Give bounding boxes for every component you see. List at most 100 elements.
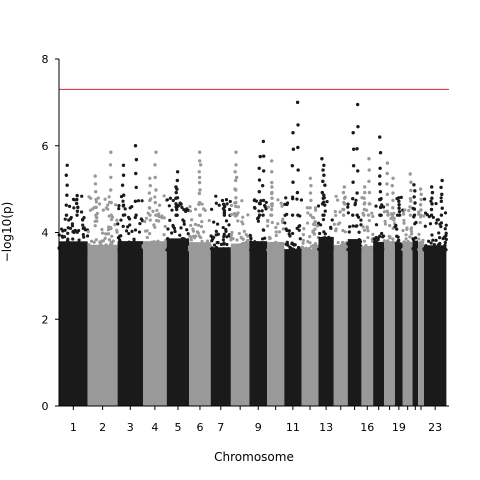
chromosome-19-band: [394, 242, 403, 406]
snp-point: [87, 247, 91, 251]
snp-point: [354, 198, 358, 202]
snp-point: [137, 247, 141, 251]
snp-point: [191, 229, 195, 233]
snp-point: [105, 232, 109, 236]
snp-point: [276, 248, 280, 252]
peak-snp-point: [341, 213, 346, 217]
snp-point: [330, 218, 334, 222]
snp-point: [311, 230, 315, 234]
peak-snp-point: [291, 196, 295, 201]
snp-point: [107, 238, 112, 242]
snp-point: [258, 244, 262, 248]
snp-point: [73, 241, 77, 245]
snp-point: [299, 198, 304, 202]
peak-snp-point: [121, 193, 126, 197]
chromosome-14-points: [332, 194, 349, 406]
snp-point: [280, 204, 284, 208]
snp-point: [346, 202, 350, 206]
snp-point: [235, 238, 239, 242]
chromosome-16-points: [360, 196, 375, 406]
snp-point: [66, 240, 70, 244]
snp-point: [430, 233, 434, 237]
chromosome-11-points: [283, 195, 304, 406]
peak-snp-point: [121, 173, 126, 177]
snp-point: [168, 218, 172, 222]
snp-point: [145, 235, 149, 240]
snp-point: [437, 231, 441, 235]
peak-snp-point: [320, 190, 324, 195]
peak-snp-point: [291, 131, 295, 135]
snp-point: [106, 228, 111, 232]
x-tick-label: 13: [319, 421, 333, 434]
peak-snp-point: [258, 154, 262, 159]
snp-point: [351, 247, 355, 252]
snp-point: [197, 248, 201, 252]
peak-snp-point: [64, 213, 69, 217]
snp-point: [242, 242, 246, 246]
snp-point: [442, 235, 446, 239]
snp-point: [340, 240, 345, 245]
snp-point: [154, 248, 158, 252]
chromosome-12-points: [300, 206, 321, 406]
peak-snp-point: [397, 199, 401, 203]
peak-snp-point: [257, 166, 261, 170]
peak-snp-point: [378, 182, 382, 186]
peak-snp-point: [440, 206, 444, 210]
snp-point: [230, 247, 234, 252]
peak-snp-point: [362, 185, 367, 189]
snp-point: [82, 244, 87, 249]
snp-point: [249, 248, 253, 252]
snp-point: [307, 248, 311, 252]
snp-point: [100, 231, 105, 235]
peak-snp-point: [412, 183, 416, 187]
snp-point: [144, 216, 149, 220]
snp-point: [241, 215, 245, 219]
peak-snp-point: [362, 207, 367, 212]
snp-point: [291, 231, 295, 236]
peak-snp-point: [356, 124, 360, 129]
peak-snp-point: [385, 182, 389, 186]
snp-point: [370, 211, 374, 215]
snp-point: [355, 224, 359, 228]
peak-snp-point: [76, 205, 80, 210]
chromosome-9-band: [249, 241, 268, 406]
peak-snp-point: [269, 207, 274, 212]
snp-point: [61, 235, 65, 239]
snp-point: [391, 240, 395, 244]
snp-point: [98, 243, 102, 248]
peak-snp-point: [290, 164, 295, 168]
snp-point: [219, 242, 223, 247]
snp-point: [116, 236, 120, 240]
peak-snp-point: [270, 170, 274, 174]
peak-snp-point: [362, 202, 367, 206]
snp-point: [305, 221, 310, 225]
snp-point: [280, 219, 285, 223]
snp-point: [431, 215, 435, 220]
snp-point: [380, 203, 384, 207]
snp-point: [402, 218, 406, 223]
peak-snp-point: [429, 207, 434, 212]
snp-point: [242, 229, 246, 233]
snp-point: [374, 240, 378, 244]
snp-point: [194, 246, 198, 250]
peak-snp-point: [397, 196, 401, 200]
snp-point: [313, 223, 317, 227]
x-tick-label: 4: [151, 421, 158, 434]
snp-point: [186, 232, 190, 236]
peak-snp-point: [64, 203, 68, 207]
peak-snp-point: [154, 188, 158, 192]
snp-point: [402, 221, 406, 225]
snp-point: [117, 247, 121, 252]
peak-snp-point: [257, 213, 262, 217]
snp-point: [386, 210, 390, 214]
snp-point: [179, 240, 183, 245]
snp-point: [249, 236, 253, 240]
snp-point: [215, 222, 220, 226]
snp-point: [402, 240, 406, 244]
peak-snp-point: [234, 163, 238, 167]
chromosome-1-band: [59, 241, 88, 406]
x-tick-label: 1: [70, 421, 77, 434]
snp-point: [281, 227, 285, 231]
peak-snp-point: [121, 163, 126, 167]
